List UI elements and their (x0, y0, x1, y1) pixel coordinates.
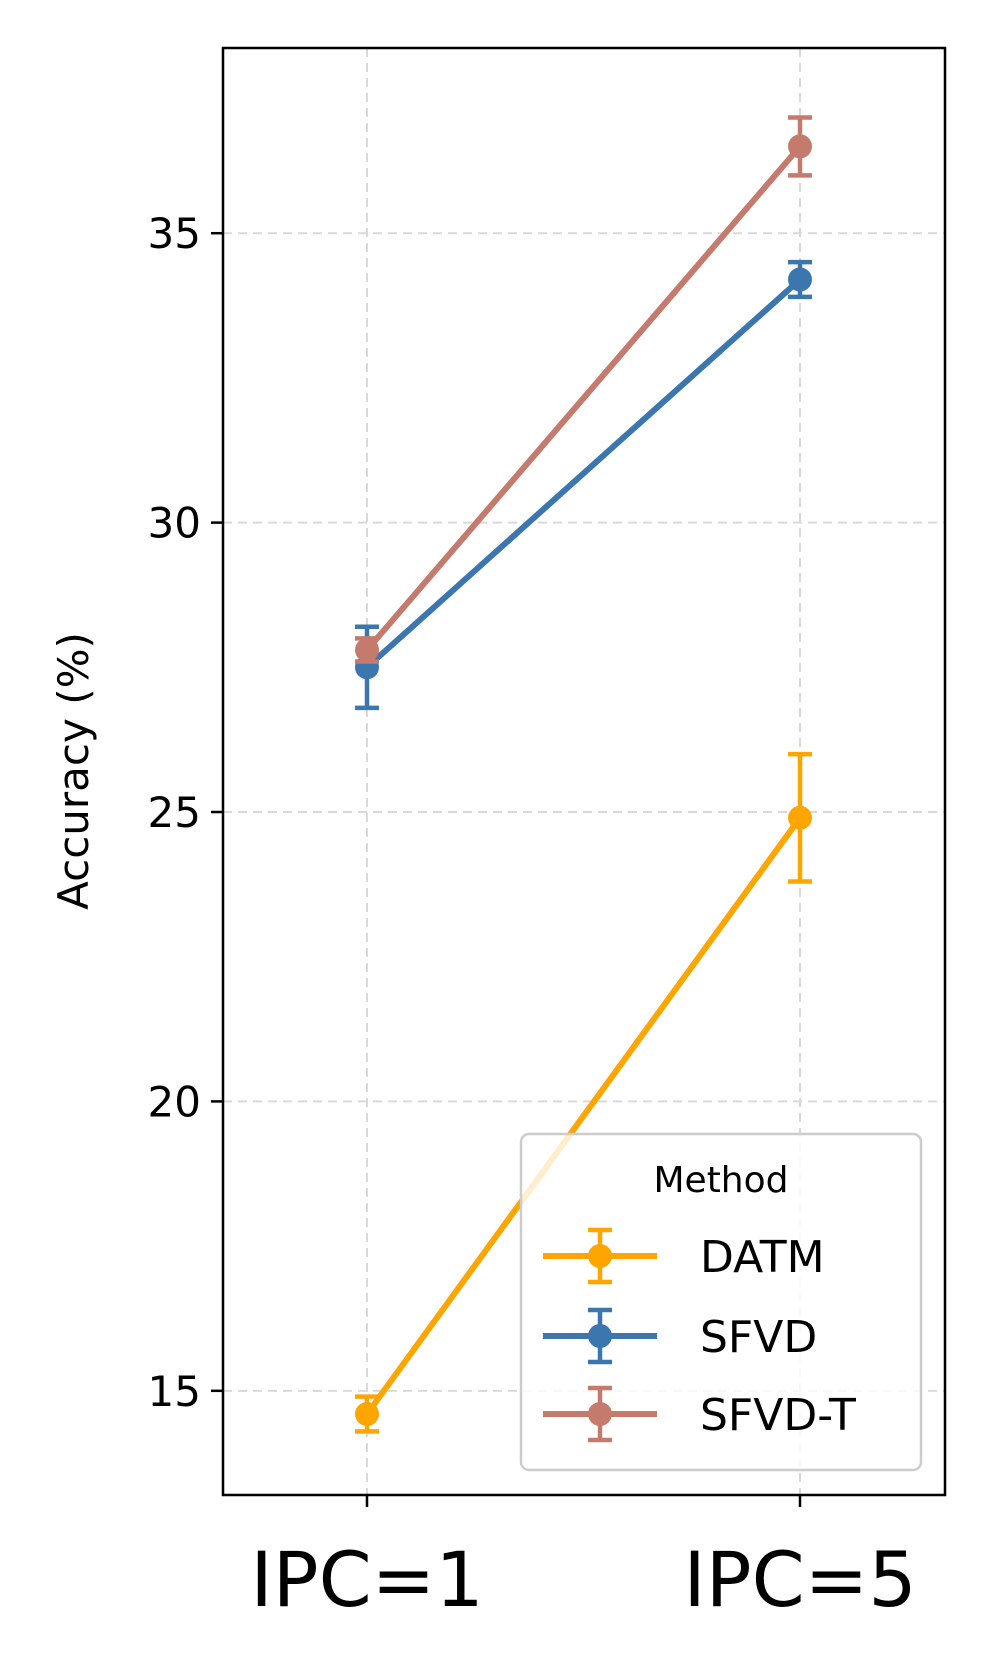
y-tick-label: 15 (148, 1367, 201, 1416)
legend-label: SFVD (700, 1312, 817, 1363)
series-datm (355, 751, 812, 1434)
y-tick-label: 25 (148, 788, 201, 837)
series-sfvd-t (355, 115, 812, 664)
data-point (788, 267, 812, 292)
plot-frame (221, 46, 947, 1497)
axes: 15 20 25 30 35 IPC=1 IPC=5 (148, 209, 917, 1624)
x-tick-label: IPC=1 (250, 1535, 483, 1624)
legend-label: SFVD-T (700, 1390, 856, 1441)
legend-marker (588, 1244, 612, 1268)
series-line (364, 276, 803, 671)
series-sfvd (355, 259, 812, 711)
legend-marker (588, 1402, 612, 1426)
data-point (788, 805, 812, 830)
y-axis-label: Accuracy (%) (49, 632, 98, 910)
data-point (788, 134, 812, 159)
y-tick-label: 30 (148, 499, 201, 548)
series-line (364, 814, 803, 1417)
legend-marker (588, 1324, 612, 1348)
legend-label: DATM (700, 1232, 825, 1283)
series-layer (355, 115, 812, 1434)
legend: Method DATM SFVD SFVD-T (519, 1132, 923, 1472)
x-tick-label: IPC=5 (683, 1535, 916, 1624)
y-tick-label: 20 (148, 1077, 201, 1126)
data-point (355, 637, 379, 662)
y-tick-label: 35 (148, 209, 201, 258)
series-line (364, 143, 803, 653)
data-point (355, 1401, 379, 1426)
legend-title: Method (653, 1160, 788, 1201)
legend-box (519, 1132, 923, 1472)
